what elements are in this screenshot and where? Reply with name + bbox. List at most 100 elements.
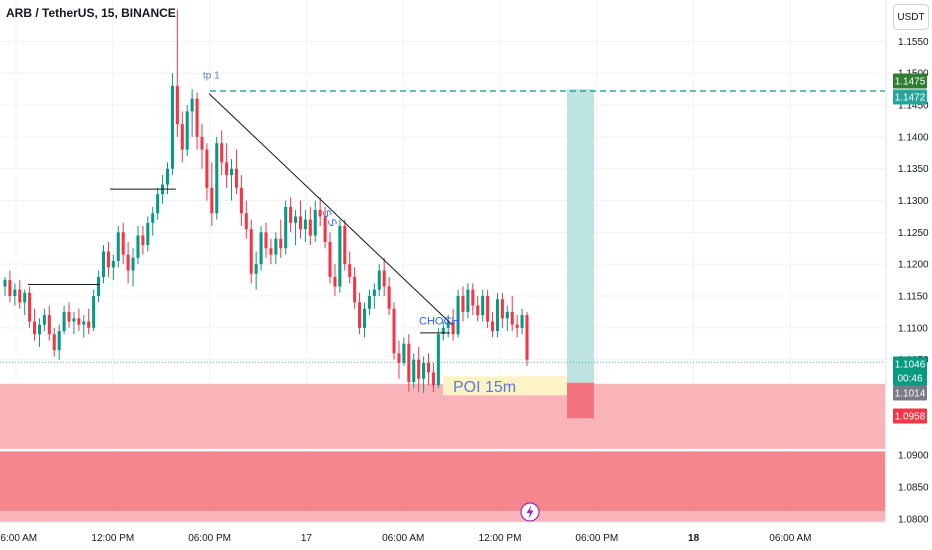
candle bbox=[387, 276, 391, 316]
demand-zone-light bbox=[0, 383, 885, 449]
candle bbox=[520, 308, 524, 335]
candle-body bbox=[37, 324, 41, 335]
candle-body bbox=[426, 362, 431, 373]
candle-body bbox=[210, 187, 214, 214]
x-tick-label: 06:00 AM bbox=[382, 533, 424, 544]
candle-body bbox=[87, 321, 91, 328]
lightning-icon[interactable] bbox=[520, 502, 540, 522]
candle-body bbox=[23, 292, 27, 303]
candle bbox=[190, 89, 194, 137]
candle bbox=[510, 296, 514, 332]
candle-body bbox=[446, 321, 450, 328]
candle bbox=[170, 73, 174, 176]
candle-body bbox=[333, 276, 337, 287]
candle bbox=[136, 225, 140, 265]
price-tag: 1.1475 bbox=[893, 73, 927, 89]
candle bbox=[52, 327, 56, 357]
candle bbox=[338, 219, 342, 293]
candle-body bbox=[279, 238, 283, 249]
candle bbox=[348, 251, 352, 284]
price-tag-bg bbox=[893, 73, 927, 89]
candle bbox=[97, 270, 101, 303]
candle bbox=[28, 286, 32, 328]
candle bbox=[456, 289, 460, 338]
candle bbox=[121, 222, 125, 265]
candle-body bbox=[397, 353, 401, 363]
candle-body bbox=[298, 216, 302, 230]
candle bbox=[491, 311, 495, 338]
y-tick-label: 1.1100 bbox=[898, 323, 928, 334]
candle bbox=[42, 308, 46, 332]
candle bbox=[215, 136, 219, 220]
candle bbox=[441, 321, 445, 341]
candle-body bbox=[13, 289, 17, 297]
candle bbox=[353, 267, 357, 309]
candle-body bbox=[358, 302, 362, 328]
candle bbox=[8, 270, 12, 303]
candle-body bbox=[402, 343, 406, 363]
candle bbox=[156, 187, 160, 220]
candle bbox=[67, 302, 71, 328]
x-tick-label: 06:00 PM bbox=[188, 533, 231, 544]
currency-button[interactable]: USDT bbox=[893, 4, 929, 30]
candle-body bbox=[274, 238, 278, 255]
candle bbox=[362, 302, 367, 338]
candle-body bbox=[175, 85, 179, 125]
zones bbox=[0, 89, 885, 522]
price-tag: 00:46 bbox=[893, 370, 927, 386]
candle bbox=[476, 296, 480, 322]
candle bbox=[313, 200, 317, 242]
candle-body bbox=[195, 98, 199, 137]
candle bbox=[259, 225, 263, 271]
candle-body bbox=[77, 318, 81, 325]
candle-body bbox=[165, 168, 170, 185]
candle bbox=[294, 210, 298, 246]
candle bbox=[264, 222, 268, 258]
candle-body bbox=[47, 315, 51, 335]
candle-body bbox=[269, 248, 273, 255]
candle bbox=[471, 283, 475, 316]
candle bbox=[101, 245, 106, 284]
candle bbox=[195, 92, 199, 150]
candle-body bbox=[230, 168, 234, 176]
candle-body bbox=[476, 305, 480, 316]
candle bbox=[126, 241, 130, 284]
candle-body bbox=[28, 292, 32, 322]
x-tick-label: 06:00 AM bbox=[0, 533, 37, 544]
candle-body bbox=[131, 257, 135, 271]
y-tick-label: 1.0900 bbox=[898, 451, 929, 462]
candle bbox=[298, 200, 302, 239]
candle-body bbox=[33, 321, 37, 335]
stop-zone bbox=[567, 382, 594, 419]
candle bbox=[141, 225, 145, 255]
candle bbox=[13, 283, 17, 306]
candle-body bbox=[200, 136, 204, 150]
candle-body bbox=[362, 308, 367, 328]
price-tag-text: 1.0958 bbox=[895, 412, 926, 423]
candle bbox=[269, 238, 273, 265]
candle-body bbox=[510, 311, 514, 325]
candle-body bbox=[367, 296, 371, 309]
candle bbox=[333, 264, 337, 297]
y-tick-label: 1.1200 bbox=[898, 260, 929, 271]
candle-body bbox=[121, 232, 125, 255]
candle-body bbox=[328, 241, 332, 277]
y-tick-label: 1.1450 bbox=[898, 101, 929, 112]
candle-body bbox=[8, 280, 12, 297]
candle-body bbox=[259, 232, 263, 265]
candle-body bbox=[348, 264, 352, 277]
price-tag: 1.1014 bbox=[893, 385, 927, 401]
candle bbox=[205, 143, 209, 201]
candle bbox=[515, 315, 519, 338]
candle bbox=[500, 292, 504, 328]
candle-body bbox=[190, 98, 194, 112]
candle bbox=[175, 9, 179, 137]
candle-body bbox=[441, 327, 445, 335]
candle bbox=[495, 292, 499, 338]
price-tag: 1.1046 bbox=[893, 356, 927, 372]
candle bbox=[230, 159, 234, 201]
candle-body bbox=[294, 216, 298, 223]
candle-body bbox=[62, 311, 66, 332]
